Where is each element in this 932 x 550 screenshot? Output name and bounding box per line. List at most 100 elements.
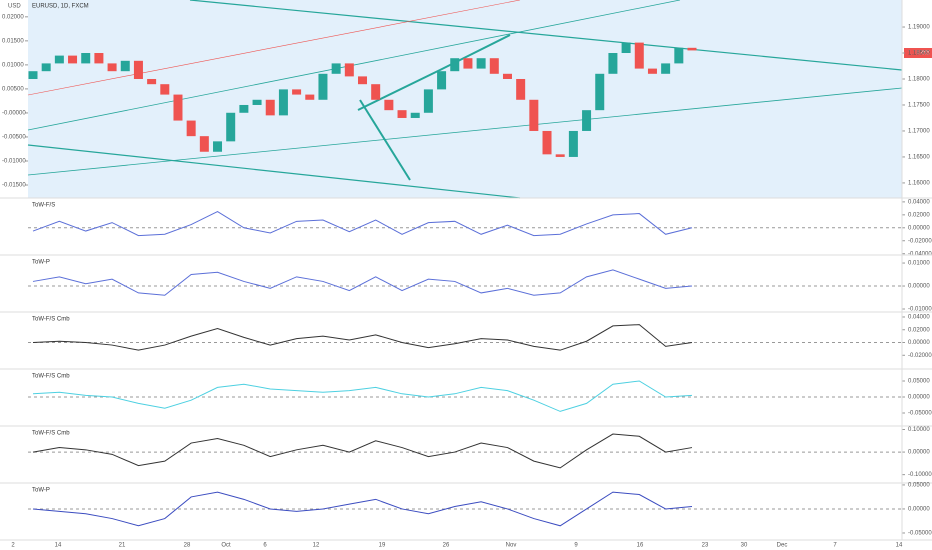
- price-tick-label: 1.17500: [908, 103, 930, 109]
- pane-label: ToW-P: [32, 260, 50, 266]
- pane-label: ToW-F/S Cmb: [32, 431, 70, 437]
- candle: [489, 58, 499, 74]
- y-tick-label: 0.02000: [908, 327, 930, 333]
- indicator-line: [32, 433, 693, 469]
- y-tick-label: 0.00000: [908, 450, 930, 456]
- date-label: 12: [313, 543, 320, 549]
- arrow: [357, 34, 511, 111]
- candle: [463, 58, 473, 69]
- candle: [213, 141, 223, 152]
- candle: [68, 55, 78, 64]
- date-label: 14: [896, 543, 903, 549]
- left-tick-label: -0.01500: [2, 183, 26, 189]
- left-tick-label: -0.01000: [2, 159, 26, 165]
- date-label: 7: [833, 543, 837, 549]
- y-tick-label: 0.01000: [908, 261, 930, 267]
- candle: [318, 73, 328, 100]
- candle: [305, 94, 315, 100]
- candle: [199, 136, 209, 152]
- candle: [54, 55, 64, 64]
- date-label: 23: [702, 543, 709, 549]
- candle: [226, 112, 236, 142]
- left-tick-label: 0.02000: [2, 14, 24, 20]
- candle: [555, 154, 565, 157]
- candle: [160, 84, 170, 95]
- candle: [186, 120, 196, 137]
- date-label: 26: [443, 543, 450, 549]
- price-tick-label: 1.16000: [908, 181, 930, 187]
- date-label: Nov: [506, 543, 517, 549]
- candle: [94, 53, 104, 64]
- date-label: 19: [379, 543, 386, 549]
- indicator-line: [32, 380, 693, 412]
- candle: [292, 89, 302, 95]
- date-label: Oct: [221, 543, 231, 549]
- candle: [568, 130, 578, 157]
- symbol: EURUSD, 1D, FXCM: [32, 4, 89, 10]
- price-tick-label: 1.18500: [908, 51, 930, 57]
- y-tick-label: 0.04000: [908, 199, 930, 205]
- candle: [344, 63, 354, 77]
- candle: [542, 130, 552, 155]
- date-label: 9: [574, 543, 578, 549]
- candle: [371, 84, 381, 100]
- date-label: 30: [741, 543, 748, 549]
- date-label: 16: [637, 543, 644, 549]
- candle: [437, 71, 447, 90]
- trend-line: [189, 0, 903, 71]
- indicator-line: [32, 324, 693, 351]
- y-tick-label: -0.05000: [908, 531, 932, 537]
- candle: [41, 63, 51, 72]
- y-tick-label: 0.10000: [908, 427, 930, 433]
- candle: [265, 99, 275, 116]
- trend-line: [27, 144, 521, 199]
- candle: [582, 110, 592, 131]
- price-tick-label: 1.18000: [908, 77, 930, 83]
- date-label: Dec: [777, 543, 788, 549]
- trend-line: [27, 0, 681, 131]
- candle: [252, 99, 262, 105]
- currency: USD: [8, 4, 21, 10]
- candle: [133, 60, 143, 79]
- y-tick-label: -0.10000: [908, 472, 932, 478]
- y-tick-label: -0.02000: [908, 353, 932, 359]
- pane-label: ToW-F/S Cmb: [32, 374, 70, 380]
- left-tick-label: -0.00500: [2, 135, 26, 141]
- candle: [595, 73, 605, 111]
- y-tick-label: 0.04000: [908, 315, 930, 321]
- y-tick-label: -0.05000: [908, 411, 932, 417]
- candle: [410, 112, 420, 118]
- candle: [621, 42, 631, 54]
- trend-line: [27, 87, 903, 176]
- candle: [608, 53, 618, 74]
- candle: [120, 60, 130, 72]
- y-tick-label: 0.00000: [908, 507, 930, 513]
- candle: [476, 58, 486, 69]
- candle: [384, 99, 394, 111]
- left-tick-label: 0.01500: [2, 38, 24, 44]
- indicator-line: [32, 269, 693, 296]
- candle: [147, 78, 157, 85]
- candle: [502, 73, 512, 79]
- pane-label: ToW-F/S: [32, 203, 55, 209]
- y-tick-label: 0.00000: [908, 340, 930, 346]
- candle: [358, 76, 367, 85]
- price-tag: [904, 48, 932, 58]
- candle: [647, 68, 657, 74]
- trend-line: [27, 0, 521, 96]
- y-tick-label: 0.00000: [908, 395, 930, 401]
- last-price: 1.18355: [908, 51, 930, 57]
- candle: [687, 47, 697, 51]
- candle: [634, 42, 644, 69]
- candle: [516, 78, 526, 100]
- price-tick-label: 1.19000: [908, 25, 930, 31]
- price-tick-label: 1.16500: [908, 155, 930, 161]
- candle: [450, 58, 460, 72]
- y-tick-label: -0.02000: [908, 238, 932, 244]
- left-tick-label: 0.01000: [2, 62, 24, 68]
- candle: [278, 89, 288, 116]
- y-tick-label: 0.05000: [908, 483, 930, 489]
- candle: [173, 94, 183, 121]
- left-tick-label: -0.00000: [2, 111, 26, 117]
